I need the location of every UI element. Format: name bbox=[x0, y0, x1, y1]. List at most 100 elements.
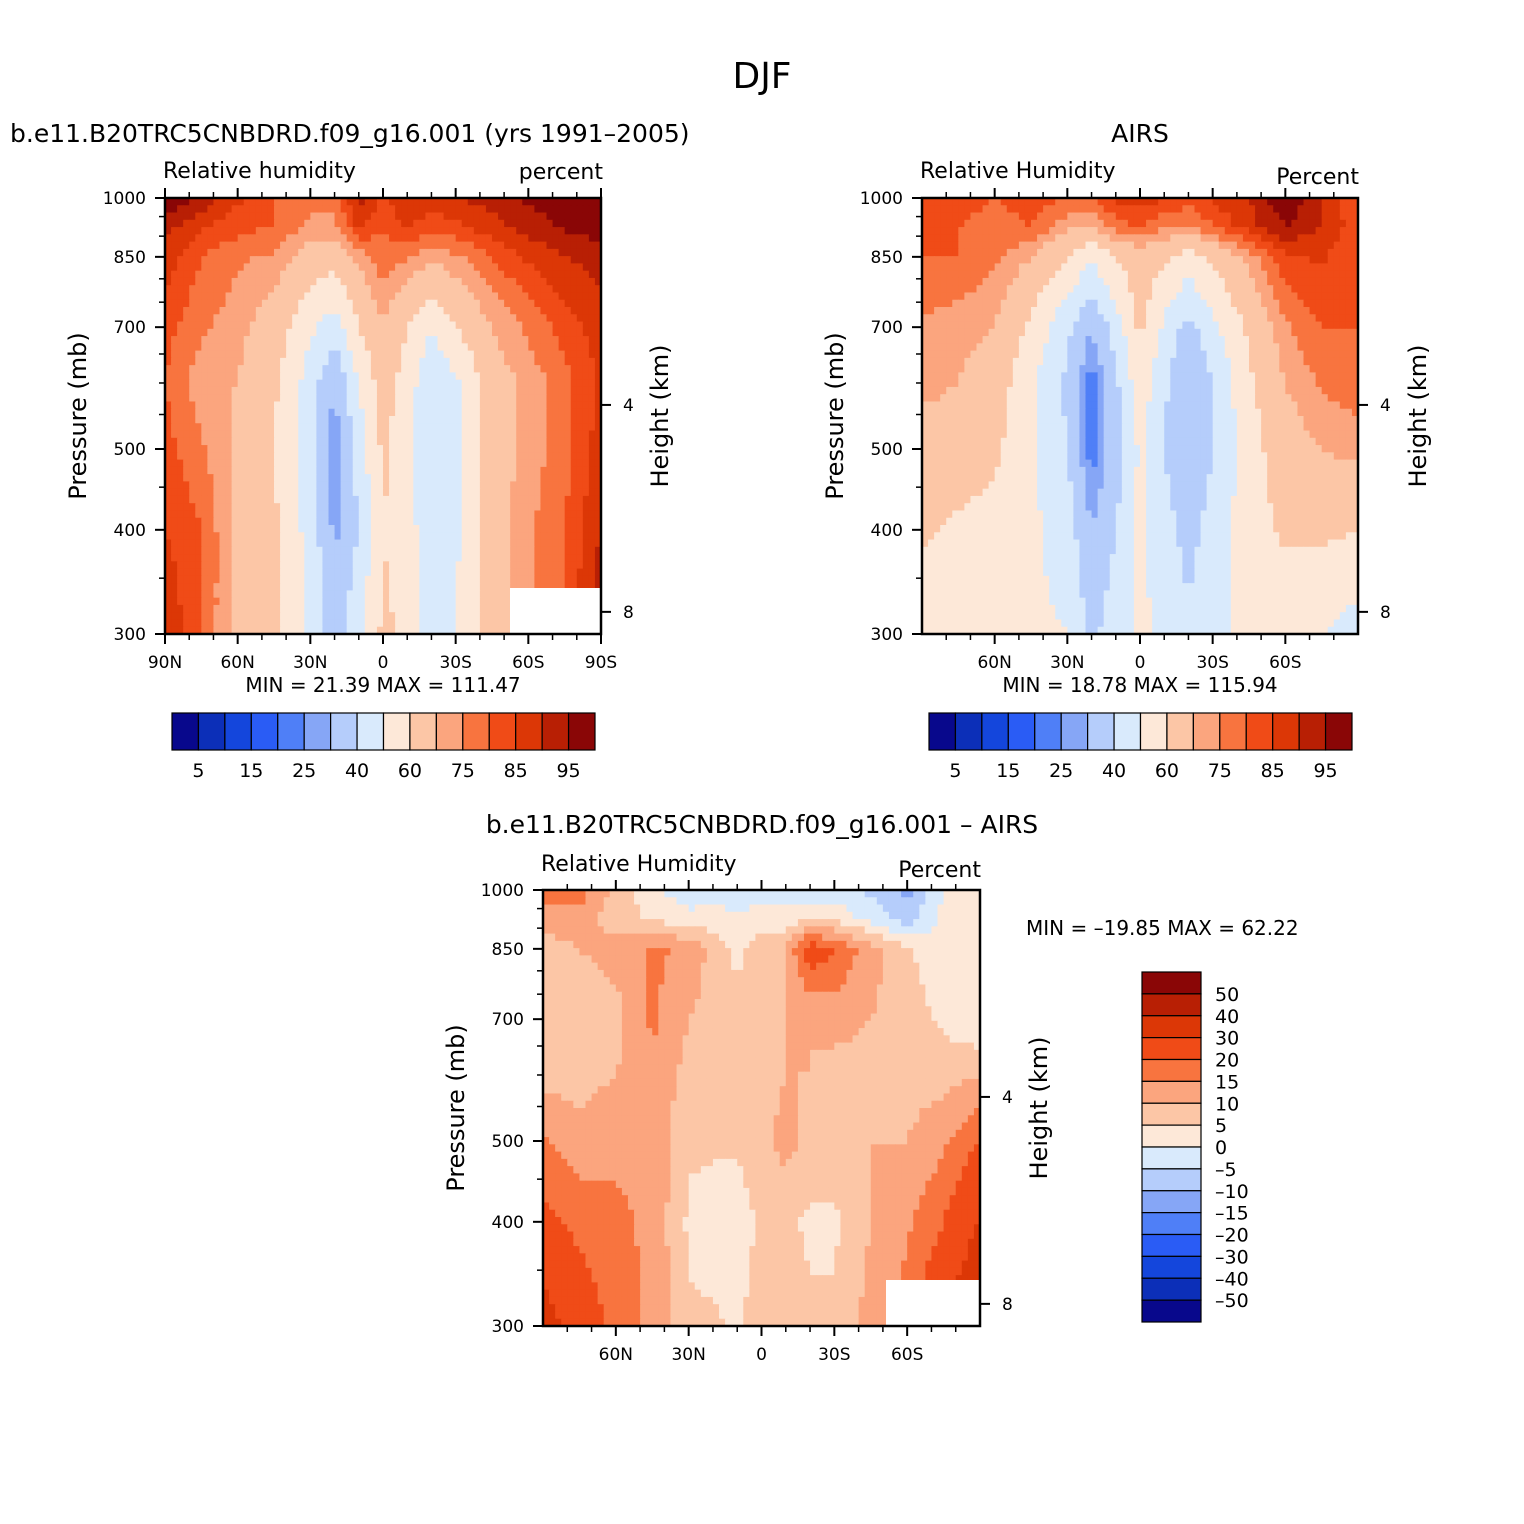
heatmap-cell bbox=[576, 539, 584, 548]
heatmap-cell bbox=[576, 517, 584, 526]
heatmap-cell bbox=[261, 445, 269, 453]
heatmap-cell bbox=[286, 452, 293, 461]
heatmap-cell bbox=[570, 568, 578, 577]
heatmap-cell bbox=[243, 234, 251, 243]
heatmap-cell bbox=[165, 495, 172, 504]
heatmap-cell bbox=[443, 386, 451, 395]
heatmap-cell bbox=[1194, 205, 1202, 214]
heatmap-cell bbox=[1097, 212, 1105, 221]
heatmap-cell bbox=[504, 408, 511, 417]
heatmap-cell bbox=[576, 277, 584, 286]
heatmap-cell bbox=[413, 546, 420, 555]
heatmap-cell bbox=[171, 488, 178, 497]
heatmap-cell bbox=[219, 583, 227, 591]
heatmap-cell bbox=[1133, 234, 1141, 243]
heatmap-cell bbox=[528, 401, 535, 410]
heatmap-cell bbox=[316, 234, 324, 243]
heatmap-cell bbox=[1146, 241, 1153, 250]
heatmap-cell bbox=[389, 604, 396, 613]
heatmap-cell bbox=[437, 481, 445, 490]
heatmap-cell bbox=[1043, 212, 1050, 221]
heatmap-cell bbox=[304, 372, 311, 381]
heatmap-cell bbox=[588, 401, 596, 410]
heatmap-cell bbox=[274, 474, 281, 482]
heatmap-cell bbox=[383, 343, 390, 352]
heatmap-cell bbox=[286, 583, 293, 591]
heatmap-cell bbox=[552, 212, 560, 221]
heatmap-cell bbox=[328, 466, 336, 475]
heatmap-cell bbox=[455, 408, 463, 417]
heatmap-cell bbox=[352, 256, 360, 264]
heatmap-cell bbox=[219, 379, 227, 388]
heatmap-cell bbox=[310, 394, 317, 403]
heatmap-cell bbox=[540, 575, 548, 584]
heatmap-cell bbox=[304, 401, 311, 410]
heatmap-cell bbox=[958, 198, 965, 206]
heatmap-cell bbox=[492, 307, 499, 315]
heatmap-cell bbox=[401, 350, 408, 359]
heatmap-cell bbox=[334, 575, 342, 584]
heatmap-cell bbox=[467, 285, 475, 294]
heatmap-cell bbox=[510, 394, 517, 403]
heatmap-cell bbox=[274, 372, 281, 381]
heatmap-cell bbox=[449, 379, 457, 388]
heatmap-cell bbox=[364, 575, 372, 584]
heatmap-cell bbox=[358, 517, 366, 526]
heatmap-cell bbox=[395, 379, 402, 388]
heatmap-cell bbox=[473, 590, 481, 599]
heatmap-cell bbox=[165, 241, 172, 250]
heatmap-cell bbox=[340, 314, 348, 323]
heatmap-cell bbox=[237, 350, 245, 359]
heatmap-cell bbox=[1079, 248, 1087, 257]
heatmap-cell bbox=[171, 321, 178, 330]
heatmap-cell bbox=[352, 590, 360, 599]
heatmap-cell bbox=[292, 307, 299, 315]
heatmap-cell bbox=[516, 401, 523, 410]
heatmap-cell bbox=[165, 474, 172, 482]
heatmap-cell bbox=[594, 350, 601, 359]
heatmap-cell bbox=[546, 248, 554, 257]
heatmap-cell bbox=[485, 590, 493, 599]
heatmap-cell bbox=[1103, 198, 1111, 206]
heatmap-cell bbox=[437, 256, 445, 264]
heatmap-cell bbox=[219, 525, 227, 533]
heatmap-cell bbox=[1031, 198, 1038, 206]
heatmap-cell bbox=[528, 292, 535, 301]
heatmap-cell bbox=[437, 604, 445, 613]
heatmap-cell bbox=[213, 408, 221, 417]
heatmap-cell bbox=[280, 263, 287, 272]
heatmap-cell bbox=[195, 561, 202, 570]
heatmap-cell bbox=[952, 205, 959, 214]
heatmap-cell bbox=[570, 488, 578, 497]
heatmap-cell bbox=[455, 292, 463, 301]
heatmap-cell bbox=[389, 299, 396, 308]
heatmap-cell bbox=[280, 299, 287, 308]
heatmap-cell bbox=[255, 481, 263, 490]
heatmap-cell bbox=[340, 430, 348, 439]
heatmap-cell bbox=[582, 481, 590, 490]
heatmap-cell bbox=[171, 445, 178, 453]
heatmap-cell bbox=[1315, 212, 1323, 221]
heatmap-cell bbox=[952, 241, 959, 250]
heatmap-cell bbox=[510, 459, 517, 468]
heatmap-cell bbox=[358, 612, 366, 621]
heatmap-cell bbox=[261, 597, 269, 606]
heatmap-cell bbox=[383, 328, 390, 337]
heatmap-cell bbox=[358, 503, 366, 512]
heatmap-cell bbox=[358, 430, 366, 439]
heatmap-cell bbox=[274, 416, 281, 424]
heatmap-cell bbox=[473, 285, 481, 294]
heatmap-cell bbox=[546, 583, 554, 591]
heatmap-cell bbox=[564, 452, 572, 461]
heatmap-cell bbox=[582, 307, 590, 315]
heatmap-cell bbox=[425, 277, 433, 286]
heatmap-cell bbox=[522, 488, 529, 497]
heatmap-cell bbox=[1024, 212, 1032, 221]
heatmap-cell bbox=[467, 198, 475, 206]
heatmap-cell bbox=[292, 416, 299, 424]
heatmap-cell bbox=[183, 604, 190, 613]
heatmap-cell bbox=[437, 437, 445, 446]
heatmap-cell bbox=[461, 270, 469, 279]
heatmap-cell bbox=[431, 256, 439, 264]
heatmap-cell bbox=[292, 285, 299, 294]
